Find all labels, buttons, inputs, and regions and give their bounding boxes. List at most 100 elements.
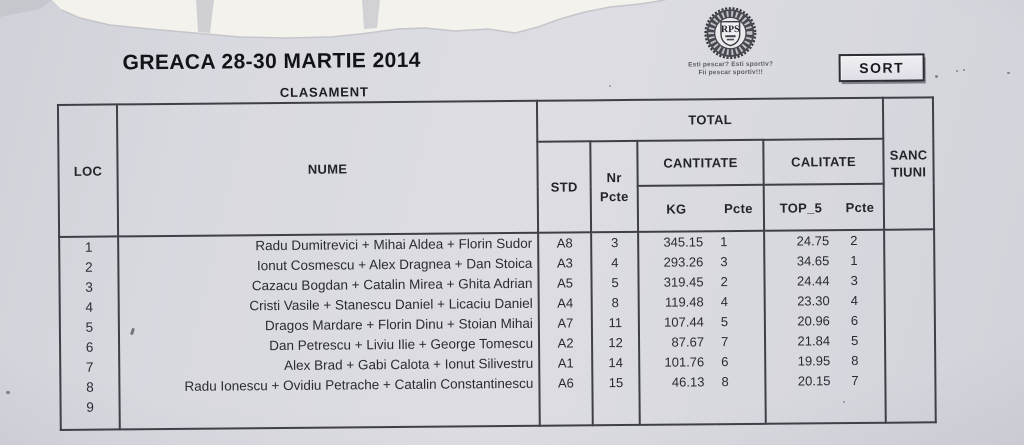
scan-speck bbox=[609, 85, 611, 87]
header-cantitate: CANTITATE bbox=[637, 139, 764, 186]
kg-cell: 101.76 bbox=[664, 354, 705, 370]
kg-cell: 293.26 bbox=[663, 254, 704, 270]
stand-cell: A5 bbox=[557, 275, 574, 291]
kg-cell: 119.48 bbox=[664, 294, 704, 310]
kg-cell bbox=[640, 392, 715, 413]
background-paper-edge bbox=[0, 0, 666, 39]
kg-cell: 107.44 bbox=[664, 314, 704, 330]
kg-rank-cell: 1 bbox=[720, 234, 728, 250]
top5-cell: 34.65 bbox=[796, 253, 830, 269]
clasament-table: LOC NUME TOTAL SANC TIUNI STD Nr Pcte CA… bbox=[57, 96, 937, 431]
std-column: A8 A3 A5 A4 A7 A2 A1 A6 bbox=[538, 232, 593, 426]
pcte-calitate-column: 2 1 3 4 6 5 8 7 bbox=[837, 229, 886, 424]
top5-column: 24.75 34.65 24.44 23.30 20.96 21.84 19.9… bbox=[764, 230, 839, 424]
kg-cell: 87.67 bbox=[671, 334, 705, 350]
sort-button: SORT bbox=[838, 53, 925, 83]
kg-rank-cell: 2 bbox=[720, 274, 728, 290]
total-points-cell: 3 bbox=[610, 235, 619, 251]
header-nume: NUME bbox=[116, 100, 539, 237]
event-title: GREACA 28-30 MARTIE 2014 bbox=[122, 48, 421, 75]
rank-cell: 5 bbox=[85, 319, 94, 335]
team-name-cell bbox=[121, 394, 539, 418]
paper-edge-contour bbox=[61, 0, 666, 39]
top5-cell: 24.75 bbox=[796, 233, 830, 249]
top5-rank-cell: 8 bbox=[851, 352, 859, 369]
rank-cell: 1 bbox=[84, 239, 93, 255]
header-top5: TOP_5 bbox=[763, 184, 838, 231]
kg-rank-cell: 4 bbox=[720, 294, 729, 310]
total-points-cell: 14 bbox=[608, 355, 624, 371]
kg-column: 345.15 293.26 319.45 119.48 107.44 87.67… bbox=[638, 231, 716, 425]
sanctiuni-column bbox=[884, 229, 936, 423]
total-points-cell: 12 bbox=[608, 335, 623, 351]
logo-monogram: RPS bbox=[721, 24, 740, 35]
header-pcte-cantitate: Pcte bbox=[713, 184, 765, 232]
top5-rank-cell: 6 bbox=[850, 312, 859, 329]
stand-cell: A1 bbox=[557, 355, 574, 371]
top5-rank-cell: 7 bbox=[851, 372, 859, 389]
rps-stamp-logo: RPS Esti pescar? Esti sportiv? Fii pesca… bbox=[676, 7, 785, 78]
top5-rank-cell: 4 bbox=[850, 292, 858, 309]
rps-stamp-icon: RPS bbox=[704, 7, 757, 60]
top5-cell: 19.95 bbox=[797, 353, 831, 369]
logo-caption-line2: Fii pescar sportiv!!! bbox=[698, 68, 763, 77]
kg-rank-cell: 6 bbox=[721, 354, 729, 370]
kg-rank-cell bbox=[715, 392, 764, 412]
top5-cell: 24.44 bbox=[796, 273, 830, 289]
stand-cell: A2 bbox=[557, 335, 574, 351]
total-points-cell: 15 bbox=[608, 375, 624, 391]
header-total: TOTAL bbox=[536, 97, 884, 142]
kg-rank-cell: 3 bbox=[720, 254, 728, 270]
top-left-shadow bbox=[0, 0, 52, 17]
stand-cell bbox=[540, 393, 591, 413]
scan-speck bbox=[6, 391, 10, 394]
sort-button-label: SORT bbox=[859, 59, 905, 76]
stand-cell: A6 bbox=[557, 375, 574, 391]
rank-cell: 6 bbox=[85, 339, 94, 355]
clasament-label: CLASAMENT bbox=[279, 84, 369, 101]
nr-pcte-column: 3 4 5 8 11 12 14 15 bbox=[591, 231, 640, 426]
team-name-cell: Radu Ionescu + Ovidiu Petrache + Catalin… bbox=[184, 375, 534, 394]
top5-cell: 23.30 bbox=[797, 293, 830, 309]
kg-cell: 46.13 bbox=[671, 374, 705, 390]
rank-cell: 2 bbox=[85, 259, 93, 275]
paper-slat bbox=[362, 0, 380, 29]
rank-cell: 9 bbox=[86, 399, 94, 415]
scan-speck bbox=[1007, 72, 1010, 74]
top5-rank-cell: 2 bbox=[850, 232, 858, 249]
total-points-cell: 4 bbox=[611, 255, 619, 271]
rank-cell: 7 bbox=[85, 359, 94, 375]
header-sanctiuni-line1: SANC bbox=[889, 147, 928, 163]
stand-cell: A3 bbox=[556, 255, 573, 271]
total-points-cell: 5 bbox=[611, 275, 619, 291]
total-points-cell bbox=[593, 393, 638, 413]
nume-column: Radu Dumitrevici + Mihai Aldea + Florin … bbox=[118, 232, 540, 430]
paper-slat bbox=[196, 0, 214, 33]
header-std: STD bbox=[537, 141, 592, 233]
top5-cell: 21.84 bbox=[797, 333, 831, 349]
header-calitate: CALITATE bbox=[763, 138, 884, 185]
header-loc: LOC bbox=[57, 104, 119, 237]
loc-column: 1 2 3 4 5 6 7 8 9 bbox=[59, 236, 120, 430]
top5-rank-cell: 1 bbox=[850, 252, 858, 269]
scan-speck bbox=[935, 75, 938, 78]
header-sanctiuni-line2: TIUNI bbox=[891, 164, 927, 180]
kg-rank-cell: 5 bbox=[720, 314, 729, 330]
header-kg: KG bbox=[637, 185, 715, 232]
kg-cell: 319.45 bbox=[663, 274, 704, 290]
header-pcte-calitate: Pcte bbox=[836, 183, 885, 231]
scan-speck bbox=[956, 70, 958, 72]
total-points-cell: 8 bbox=[611, 295, 619, 311]
scan-speck bbox=[843, 401, 845, 403]
scan-speck bbox=[963, 69, 965, 71]
top5-rank-cell bbox=[838, 391, 884, 411]
stand-cell: A4 bbox=[557, 295, 574, 311]
header-nr-pcte: Nr Pcte bbox=[590, 140, 639, 233]
total-points-cell: 11 bbox=[608, 315, 623, 331]
stand-cell: A7 bbox=[557, 315, 574, 331]
kg-cell: 345.15 bbox=[663, 234, 704, 250]
header-nr-line1: Nr bbox=[606, 169, 622, 185]
pcte-cantitate-column: 1 3 2 4 5 7 6 8 bbox=[714, 230, 766, 425]
kg-rank-cell: 8 bbox=[721, 374, 729, 390]
